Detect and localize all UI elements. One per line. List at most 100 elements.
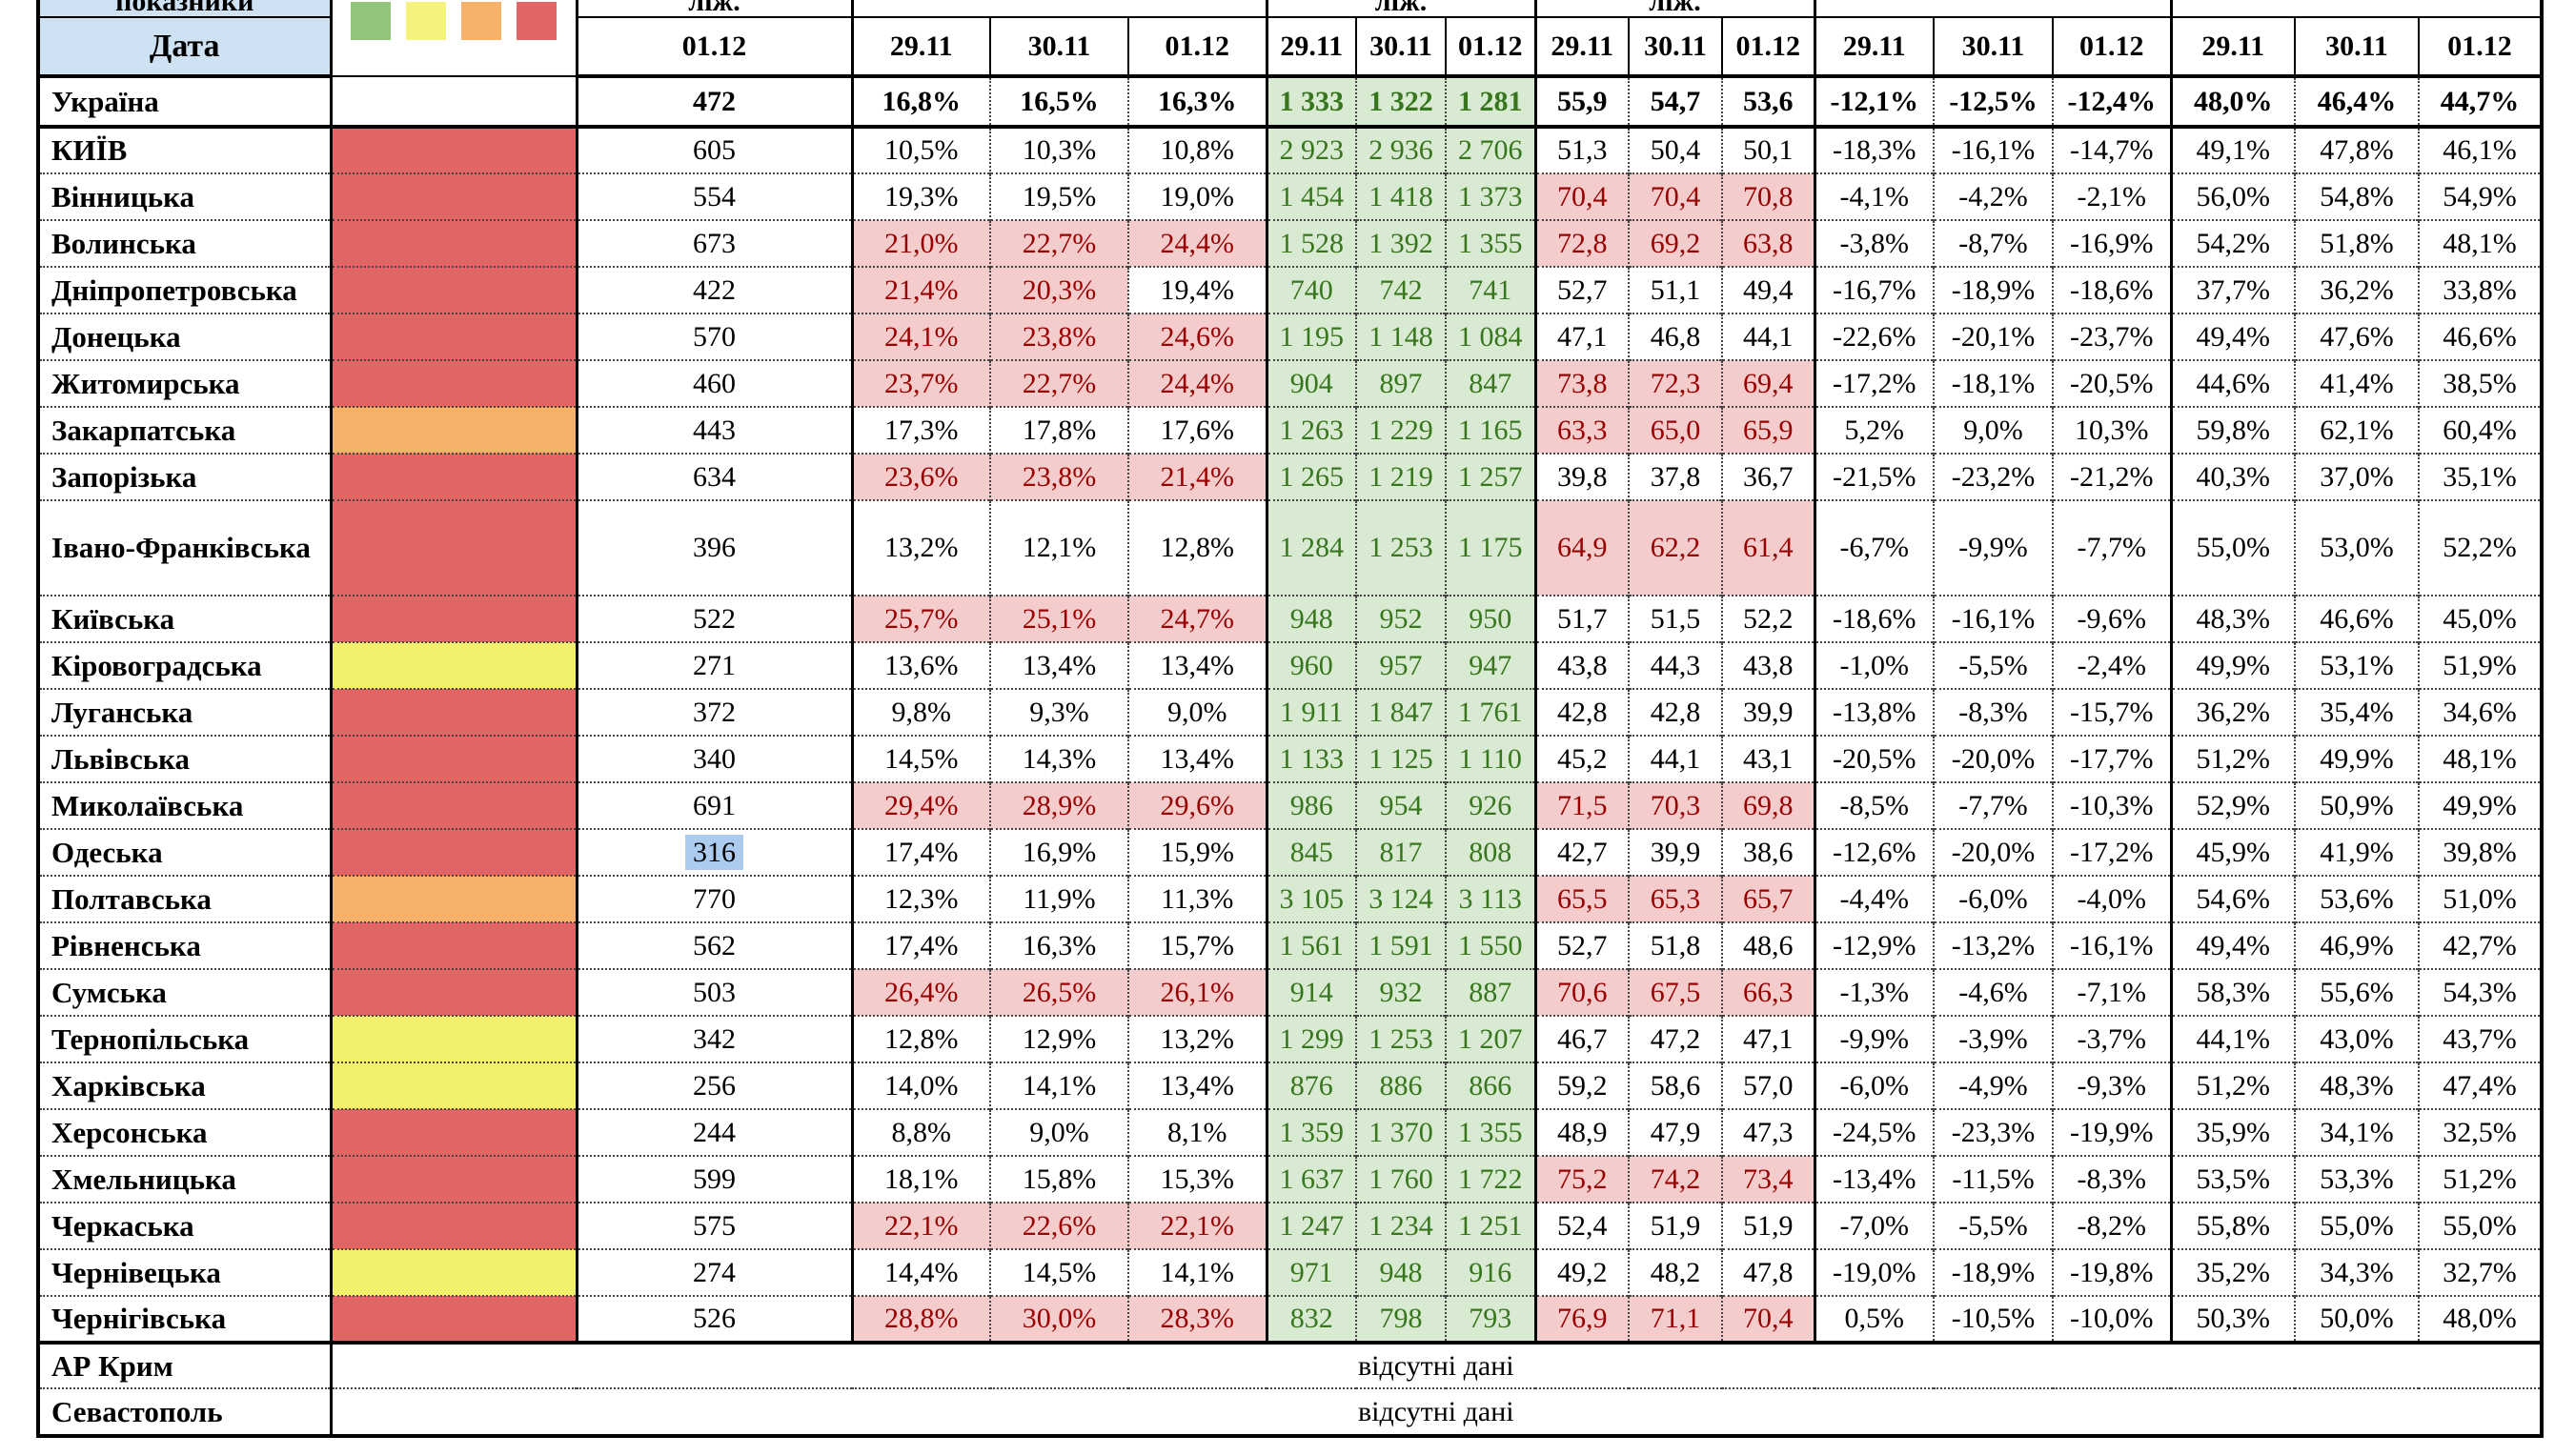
value-cell-chg[interactable]: -5,5%: [1933, 641, 2053, 689]
value-cell-chg[interactable]: -19,9%: [2052, 1108, 2171, 1156]
value-cell-green[interactable]: 1 263: [1265, 406, 1356, 454]
value-cell-chg[interactable]: -1,3%: [1813, 968, 1934, 1016]
value-cell-pct[interactable]: 16,9%: [989, 828, 1128, 876]
value-cell-green[interactable]: 1 418: [1355, 172, 1446, 220]
value-cell-chg[interactable]: -3,9%: [1933, 1015, 2053, 1062]
value-cell-green[interactable]: 1 281: [1445, 76, 1535, 129]
value-cell-num[interactable]: 63,3: [1533, 406, 1629, 454]
value-cell-last[interactable]: 48,3%: [2294, 1062, 2419, 1109]
value-cell-last[interactable]: 51,8%: [2294, 219, 2419, 267]
region-name-cell[interactable]: Миколаївська: [38, 781, 331, 829]
value-cell-num[interactable]: 47,8: [1721, 1248, 1815, 1296]
value-cell-num[interactable]: 65,5: [1533, 875, 1629, 922]
value-cell-last[interactable]: 49,9%: [2169, 641, 2295, 689]
status-color-cell[interactable]: [329, 1062, 577, 1109]
value-cell-num[interactable]: 43,8: [1721, 641, 1815, 689]
value-cell-chg[interactable]: -8,7%: [1933, 219, 2053, 267]
value-cell-green[interactable]: 1 253: [1355, 499, 1446, 596]
value-cell-last[interactable]: 33,8%: [2417, 266, 2543, 313]
value-cell-green[interactable]: 817: [1355, 828, 1446, 876]
value-cell-chg[interactable]: -4,1%: [1813, 172, 1934, 220]
value-cell-pct[interactable]: 15,9%: [1127, 828, 1267, 876]
value-cell-green[interactable]: 1 454: [1265, 172, 1356, 220]
value-cell-chg[interactable]: -9,3%: [2052, 1062, 2171, 1109]
value-cell-chg[interactable]: -22,6%: [1813, 313, 1934, 360]
value-cell-pct[interactable]: 10,3%: [989, 126, 1128, 173]
value-cell-green[interactable]: 971: [1265, 1248, 1356, 1296]
region-name-cell[interactable]: Вінницька: [38, 172, 331, 220]
value-cell-num[interactable]: 66,3: [1721, 968, 1815, 1016]
value-cell-green[interactable]: 741: [1445, 266, 1535, 313]
value-cell-last[interactable]: 62,1%: [2294, 406, 2419, 454]
value-cell-num[interactable]: 65,9: [1721, 406, 1815, 454]
value-cell-last[interactable]: 47,6%: [2294, 313, 2419, 360]
region-name-cell[interactable]: Харківська: [38, 1062, 331, 1109]
value-cell-chg[interactable]: -15,7%: [2052, 688, 2171, 736]
date-header-cell[interactable]: 01.12: [1445, 17, 1535, 78]
date-header-cell[interactable]: 30.11: [1355, 17, 1446, 78]
beds-count-cell[interactable]: 372: [575, 688, 852, 736]
value-cell-last[interactable]: 32,5%: [2417, 1108, 2543, 1156]
date-header-cell[interactable]: 01.12: [2052, 17, 2171, 78]
value-cell-last[interactable]: 55,0%: [2294, 1202, 2419, 1249]
beds-count-cell[interactable]: 526: [575, 1295, 852, 1343]
status-color-cell[interactable]: [329, 595, 577, 642]
value-cell-green[interactable]: 1 265: [1265, 453, 1356, 500]
value-cell-last[interactable]: 54,2%: [2169, 219, 2295, 267]
value-cell-green[interactable]: 1 257: [1445, 453, 1535, 500]
value-cell-chg[interactable]: -20,5%: [2052, 359, 2171, 407]
value-cell-pct[interactable]: 12,9%: [989, 1015, 1128, 1062]
value-cell-pct[interactable]: 29,4%: [850, 781, 990, 829]
value-cell-pct[interactable]: 13,2%: [850, 499, 990, 596]
status-color-cell[interactable]: [329, 126, 577, 173]
value-cell-chg[interactable]: 9,0%: [1933, 406, 2053, 454]
status-color-cell[interactable]: [329, 1295, 577, 1343]
beds-count-cell[interactable]: 522: [575, 595, 852, 642]
value-cell-pct[interactable]: 13,2%: [1127, 1015, 1267, 1062]
value-cell-green[interactable]: 948: [1265, 595, 1356, 642]
status-color-cell[interactable]: [329, 1155, 577, 1203]
value-cell-chg[interactable]: -4,2%: [1933, 172, 2053, 220]
value-cell-chg[interactable]: -16,7%: [1813, 266, 1934, 313]
value-cell-last[interactable]: 35,4%: [2294, 688, 2419, 736]
value-cell-num[interactable]: 72,8: [1533, 219, 1629, 267]
value-cell-green[interactable]: 845: [1265, 828, 1356, 876]
region-name-cell[interactable]: Тернопільська: [38, 1015, 331, 1062]
value-cell-pct[interactable]: 15,8%: [989, 1155, 1128, 1203]
value-cell-pct[interactable]: 8,8%: [850, 1108, 990, 1156]
beds-count-cell[interactable]: 256: [575, 1062, 852, 1109]
value-cell-chg[interactable]: -2,1%: [2052, 172, 2171, 220]
value-cell-pct[interactable]: 14,1%: [1127, 1248, 1267, 1296]
value-cell-green[interactable]: 1 550: [1445, 921, 1535, 969]
value-cell-green[interactable]: 1 148: [1355, 313, 1446, 360]
value-cell-last[interactable]: 41,9%: [2294, 828, 2419, 876]
value-cell-last[interactable]: 49,4%: [2169, 921, 2295, 969]
no-data-cell[interactable]: відсутні дані: [329, 1341, 2543, 1388]
region-name-cell[interactable]: Полтавська: [38, 875, 331, 922]
value-cell-green[interactable]: 1 761: [1445, 688, 1535, 736]
value-cell-chg[interactable]: -4,4%: [1813, 875, 1934, 922]
value-cell-num[interactable]: 69,2: [1628, 219, 1722, 267]
value-cell-pct[interactable]: 22,7%: [989, 359, 1128, 407]
value-cell-last[interactable]: 43,7%: [2417, 1015, 2543, 1062]
value-cell-num[interactable]: 50,1: [1721, 126, 1815, 173]
value-cell-num[interactable]: 44,3: [1628, 641, 1722, 689]
value-cell-num[interactable]: 47,9: [1628, 1108, 1722, 1156]
value-cell-last[interactable]: 48,1%: [2417, 735, 2543, 782]
status-color-cell[interactable]: [329, 641, 577, 689]
value-cell-chg[interactable]: -10,3%: [2052, 781, 2171, 829]
value-cell-chg[interactable]: -23,3%: [1933, 1108, 2053, 1156]
value-cell-last[interactable]: 43,0%: [2294, 1015, 2419, 1062]
value-cell-num[interactable]: 44,1: [1721, 313, 1815, 360]
value-cell-green[interactable]: 952: [1355, 595, 1446, 642]
value-cell-num[interactable]: 76,9: [1533, 1295, 1629, 1343]
value-cell-last[interactable]: 51,2%: [2169, 1062, 2295, 1109]
value-cell-pct[interactable]: 14,3%: [989, 735, 1128, 782]
value-cell-num[interactable]: 48,6: [1721, 921, 1815, 969]
date-header-cell[interactable]: 30.11: [989, 17, 1128, 78]
value-cell-chg[interactable]: -18,3%: [1813, 126, 1934, 173]
status-color-cell[interactable]: [329, 359, 577, 407]
value-cell-chg[interactable]: -14,7%: [2052, 126, 2171, 173]
value-cell-green[interactable]: 954: [1355, 781, 1446, 829]
value-cell-last[interactable]: 54,6%: [2169, 875, 2295, 922]
